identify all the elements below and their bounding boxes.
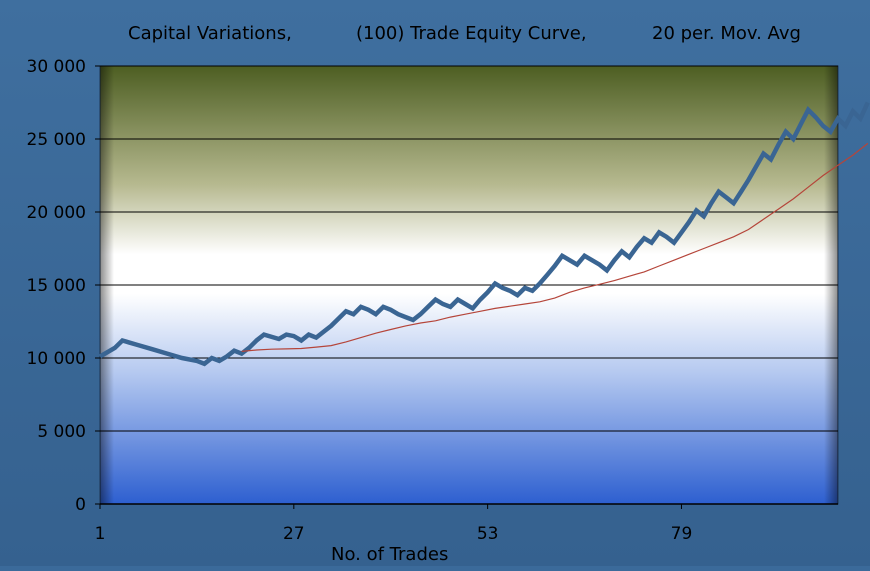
equity-curve-line (98, 101, 870, 367)
y-axis-ticks: 0 5 000 10 000 15 000 20 000 25 000 30 000 (27, 57, 100, 515)
moving-average-line (241, 142, 869, 352)
y-tick-label: 0 (75, 495, 86, 515)
x-axis-ticks: 1 27 53 79 (95, 504, 693, 544)
chart-title-part-1: Capital Variations, (128, 23, 292, 44)
x-tick-label: 53 (477, 524, 499, 544)
x-tick-label: 1 (95, 524, 106, 544)
x-tick-label: 79 (671, 524, 693, 544)
y-tick-label: 20 000 (27, 203, 86, 223)
x-tick-label: 27 (283, 524, 305, 544)
chart-title-part-2: (100) Trade Equity Curve, (356, 23, 587, 44)
y-tick-label: 10 000 (27, 349, 86, 369)
x-axis-label: No. of Trades (331, 544, 448, 565)
gridlines (100, 65, 838, 505)
y-tick-label: 30 000 (27, 57, 86, 77)
y-tick-label: 15 000 (27, 276, 86, 296)
series-lines (98, 101, 870, 367)
chart-title-part-3: 20 per. Mov. Avg (652, 23, 801, 44)
y-tick-label: 25 000 (27, 130, 86, 150)
y-tick-label: 5 000 (37, 422, 86, 442)
